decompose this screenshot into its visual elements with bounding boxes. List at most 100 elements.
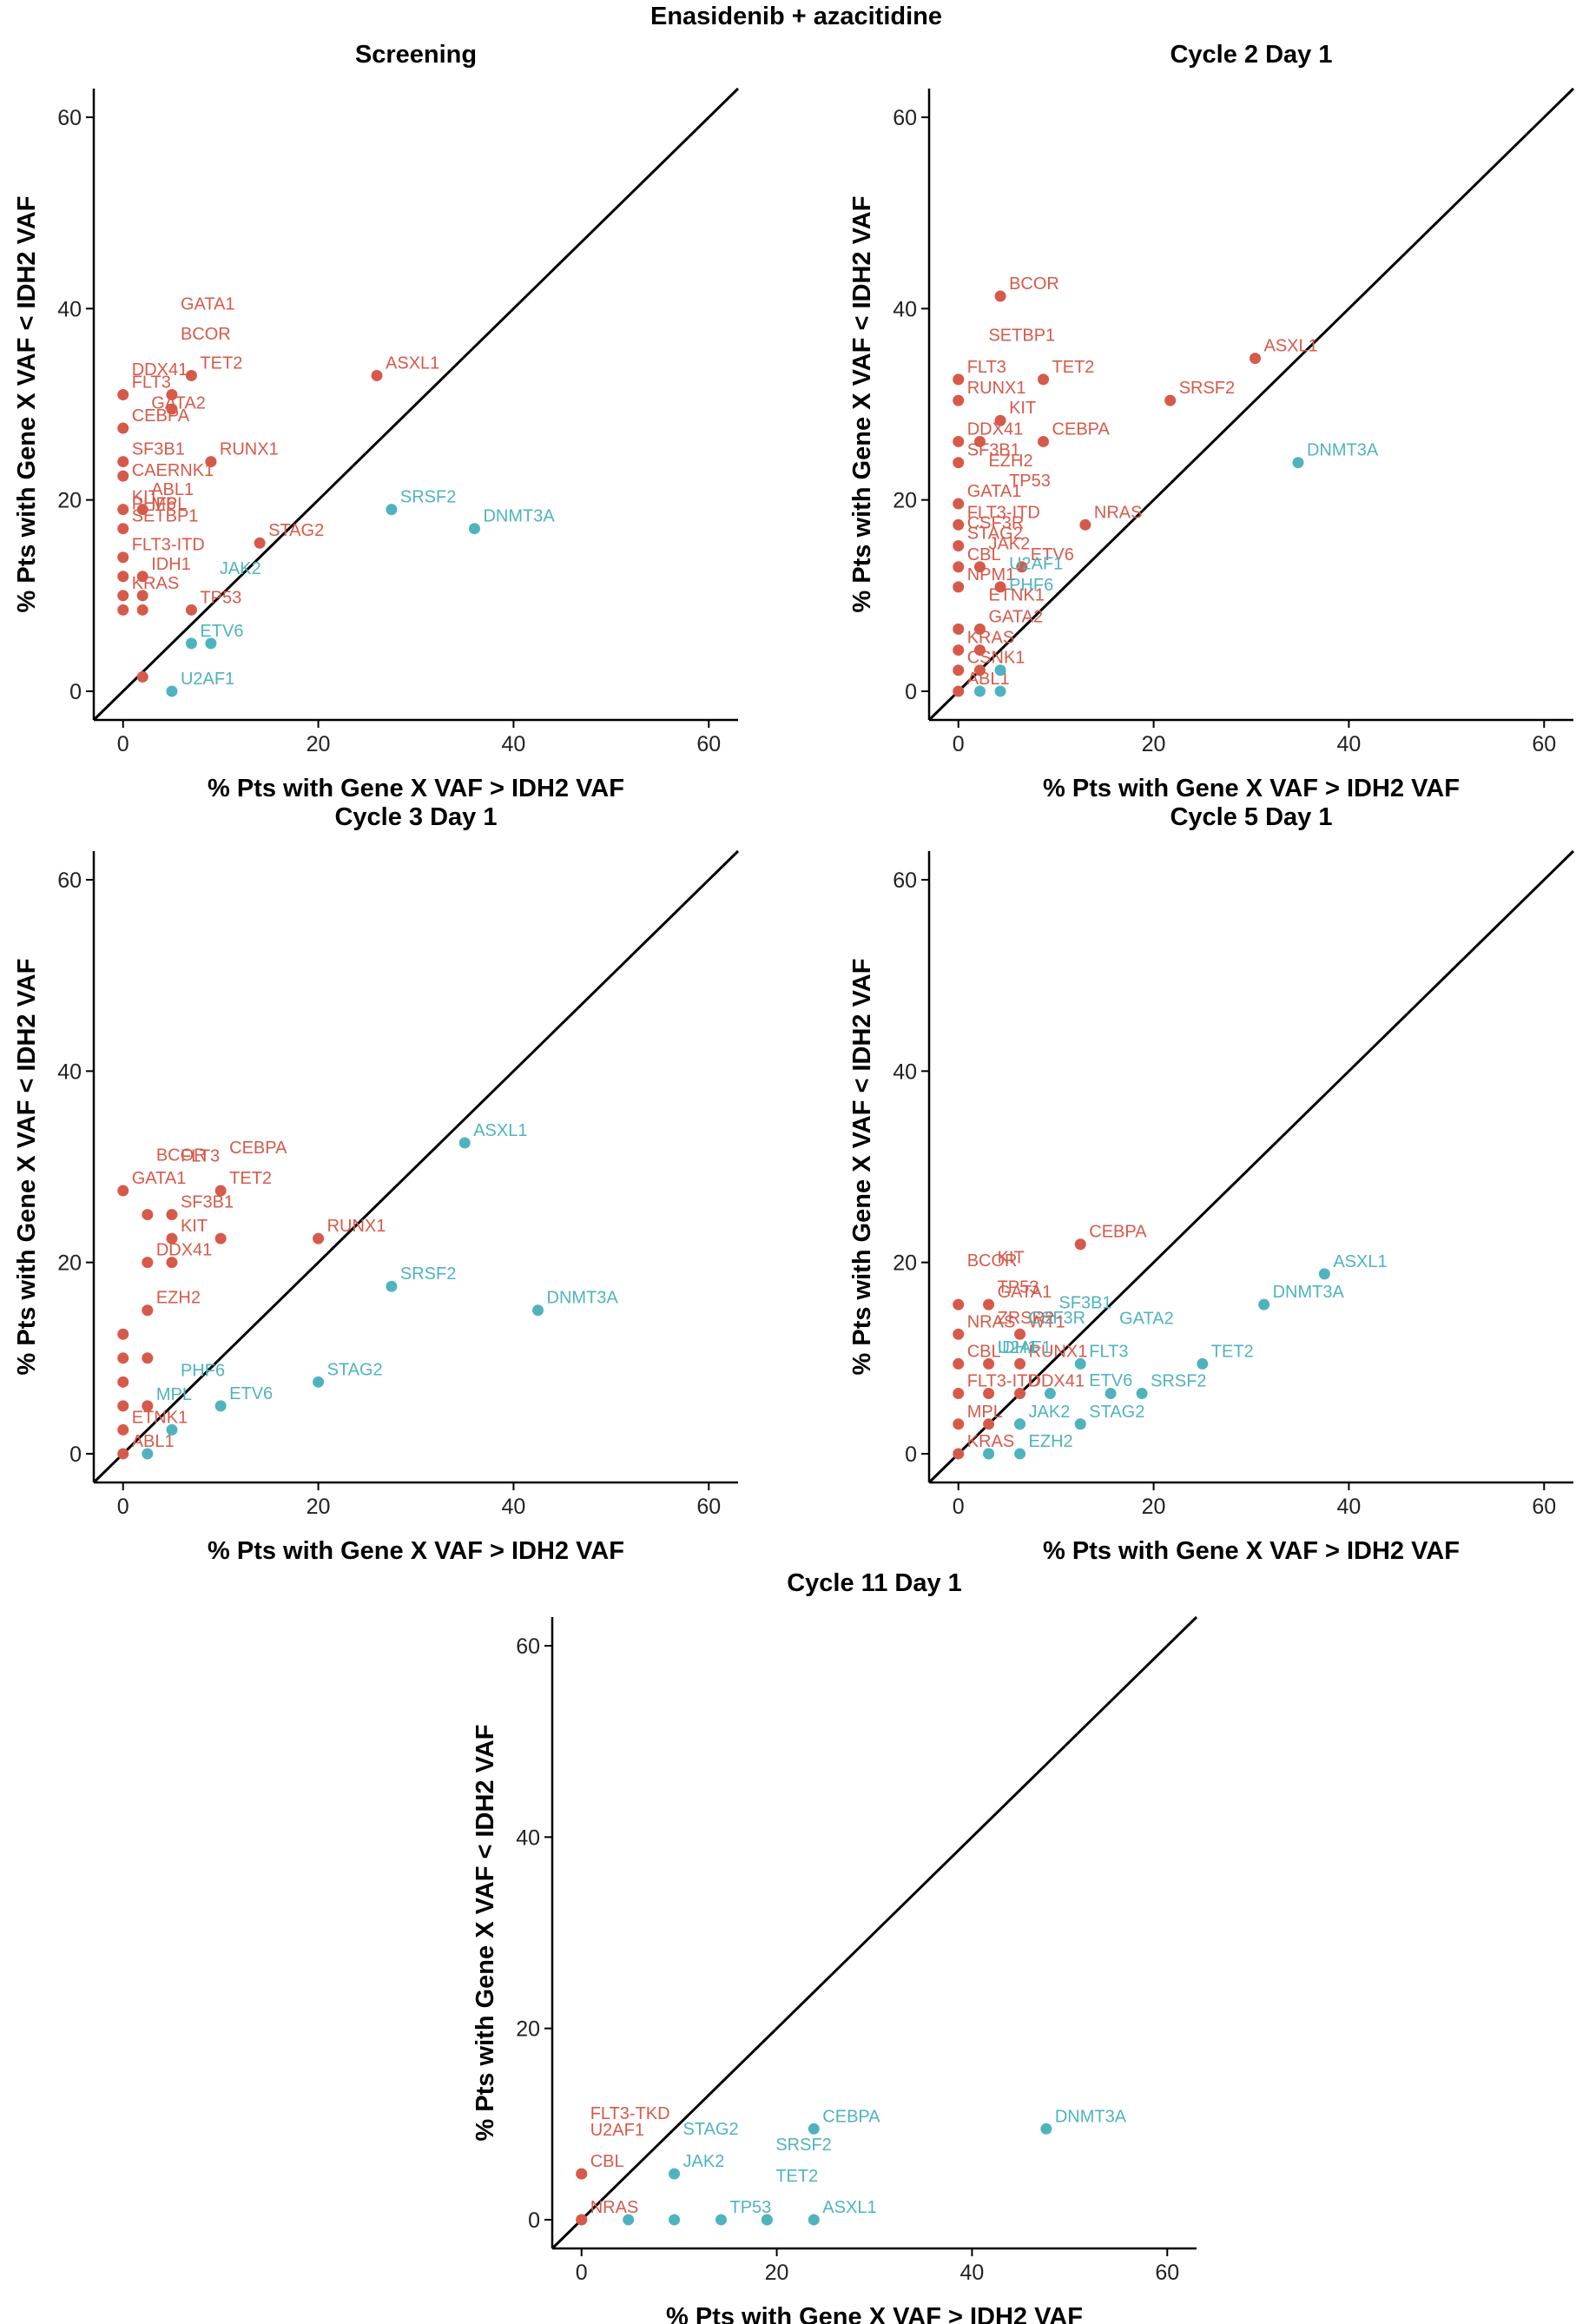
data-point	[1197, 1357, 1209, 1370]
data-point	[669, 2168, 681, 2180]
point-label: NRAS	[967, 1312, 1016, 1331]
data-point	[166, 685, 178, 697]
point-label: KRAS	[967, 1432, 1014, 1451]
point-label: RUNX1	[1029, 1342, 1088, 1361]
point-label: TET2	[200, 353, 242, 373]
point-label: ETV6	[1089, 1371, 1132, 1390]
panel-title: Cycle 3 Day 1	[334, 803, 497, 831]
point-label: SF3B1	[1058, 1294, 1111, 1313]
data-point	[953, 1388, 965, 1400]
x-tick-label: 20	[1142, 1495, 1166, 1519]
data-point	[142, 1304, 154, 1317]
data-point	[953, 394, 965, 406]
data-point	[973, 644, 986, 657]
point-label: JAK2	[988, 535, 1030, 554]
data-point	[953, 457, 965, 469]
point-label: MPL	[967, 1403, 1003, 1422]
point-label: STAG2	[268, 521, 324, 540]
data-point	[117, 470, 129, 482]
diagonal-reference-line	[92, 849, 740, 1484]
data-point	[117, 1448, 129, 1460]
point-label: U2AF1	[590, 2121, 644, 2140]
data-point	[313, 1232, 325, 1245]
data-point	[142, 1448, 154, 1460]
point-label: GATA1	[967, 482, 1022, 501]
point-label: BCOR	[967, 1251, 1018, 1271]
data-point	[386, 504, 398, 516]
x-tick-label: 60	[696, 1495, 721, 1519]
point-label: ASXL1	[1333, 1252, 1387, 1271]
data-point	[953, 561, 965, 573]
point-label: GATA2	[151, 394, 206, 413]
point-label: TP53	[729, 2198, 771, 2217]
y-tick-label: 20	[516, 2017, 540, 2042]
data-point	[1258, 1298, 1270, 1311]
point-label: RUNX1	[220, 440, 279, 459]
point-label: CEBPA	[1052, 419, 1111, 439]
point-label: TP53	[998, 1278, 1039, 1297]
data-point	[1074, 1418, 1086, 1430]
y-axis-label: % Pts with Gene X VAF < IDH2 VAF	[471, 1725, 499, 2142]
point-label: U2AF1	[998, 1338, 1052, 1357]
data-point	[117, 523, 129, 535]
y-axis-label: % Pts with Gene X VAF < IDH2 VAF	[848, 959, 876, 1376]
x-tick-label: 0	[953, 1495, 965, 1519]
data-point	[117, 1328, 129, 1340]
point-label: DNMT3A	[1307, 441, 1379, 460]
data-point	[136, 670, 148, 683]
data-point	[1014, 1328, 1026, 1340]
point-label: JAK2	[220, 559, 261, 578]
point-label: JAK2	[1029, 1403, 1071, 1422]
point-label: U2AF1	[181, 670, 234, 689]
x-tick-label: 20	[1142, 732, 1166, 756]
data-point	[142, 1257, 154, 1269]
data-point	[669, 2214, 681, 2226]
data-point	[983, 1388, 995, 1400]
point-label: STAG2	[327, 1360, 383, 1379]
panel-title: Screening	[355, 41, 477, 69]
x-tick-label: 40	[960, 2261, 985, 2285]
point-label: DNMT3A	[1273, 1283, 1345, 1302]
data-point	[1318, 1268, 1330, 1280]
point-label: DDX41	[132, 360, 188, 380]
data-point	[166, 1257, 178, 1269]
data-point	[117, 388, 129, 400]
point-label: CEBPA	[229, 1139, 287, 1158]
data-point	[142, 1209, 154, 1221]
data-point	[117, 571, 129, 583]
data-point	[973, 561, 986, 573]
point-label: FLT3-ITD	[967, 503, 1040, 522]
y-axis-label: % Pts with Gene X VAF < IDH2 VAF	[13, 196, 41, 613]
point-label: FLT3	[181, 1147, 220, 1166]
point-label: ASXL1	[473, 1121, 527, 1140]
data-point	[166, 403, 178, 415]
point-label: CSF3R	[1029, 1309, 1086, 1328]
x-tick-label: 60	[1532, 1495, 1556, 1519]
data-point	[953, 373, 965, 386]
point-label: STAG2	[1089, 1403, 1144, 1422]
data-point	[1249, 353, 1261, 365]
data-point	[142, 1400, 154, 1412]
point-label: ABL1	[151, 480, 194, 499]
x-tick-label: 0	[576, 2261, 588, 2285]
data-point	[1074, 1357, 1086, 1370]
data-point	[117, 456, 129, 468]
point-label: PHF6	[181, 1361, 225, 1380]
point-label: NRAS	[1094, 503, 1143, 522]
data-point	[468, 523, 480, 535]
data-point	[166, 1423, 178, 1436]
data-point	[994, 414, 1006, 426]
point-label: FLT3-TKD	[590, 2104, 670, 2123]
data-point	[117, 1185, 129, 1197]
x-tick-label: 20	[307, 1495, 331, 1519]
point-label: BCOR	[181, 325, 231, 344]
point-label: GATA1	[998, 1283, 1052, 1302]
data-point	[1038, 435, 1050, 447]
x-tick-label: 60	[1532, 732, 1556, 756]
point-label: CEBPA	[822, 2107, 880, 2126]
data-point	[953, 518, 965, 531]
data-point	[386, 1280, 398, 1292]
point-label: TET2	[775, 2167, 818, 2186]
data-point	[254, 537, 266, 549]
point-label: NRAS	[590, 2198, 639, 2217]
